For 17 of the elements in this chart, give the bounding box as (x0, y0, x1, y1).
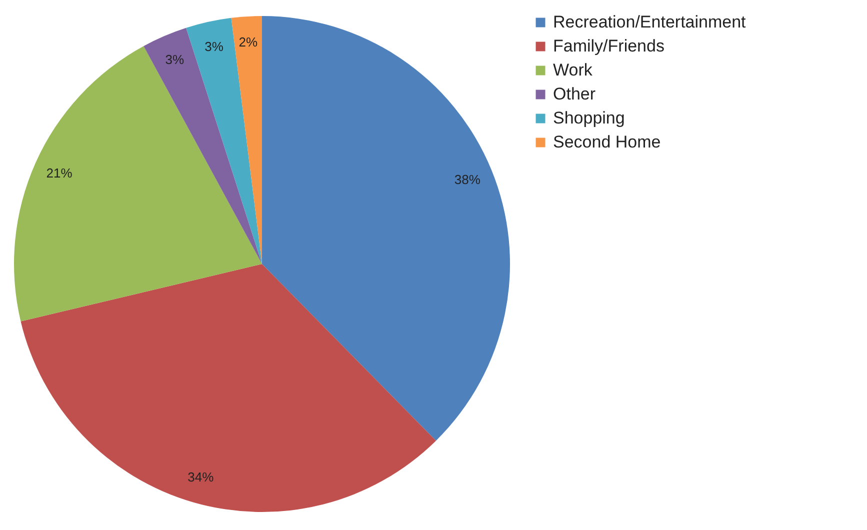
data-label: 34% (188, 469, 214, 484)
legend-label: Recreation/Entertainment (553, 12, 746, 32)
data-label: 21% (46, 165, 73, 180)
legend-label: Family/Friends (553, 36, 664, 56)
legend-label: Work (553, 60, 593, 80)
pie-slice (262, 16, 510, 441)
legend-label: Other (553, 84, 596, 104)
pie-slice (186, 18, 262, 264)
legend-label: Shopping (553, 108, 625, 128)
data-label: 3% (165, 52, 184, 67)
data-label: 3% (204, 39, 224, 54)
pie-slice (231, 16, 262, 264)
pie-slice (20, 264, 436, 512)
data-label: 2% (238, 34, 258, 50)
legend-label: Second Home (553, 132, 661, 152)
data-label: 38% (454, 172, 481, 187)
pie-slice (144, 28, 262, 264)
